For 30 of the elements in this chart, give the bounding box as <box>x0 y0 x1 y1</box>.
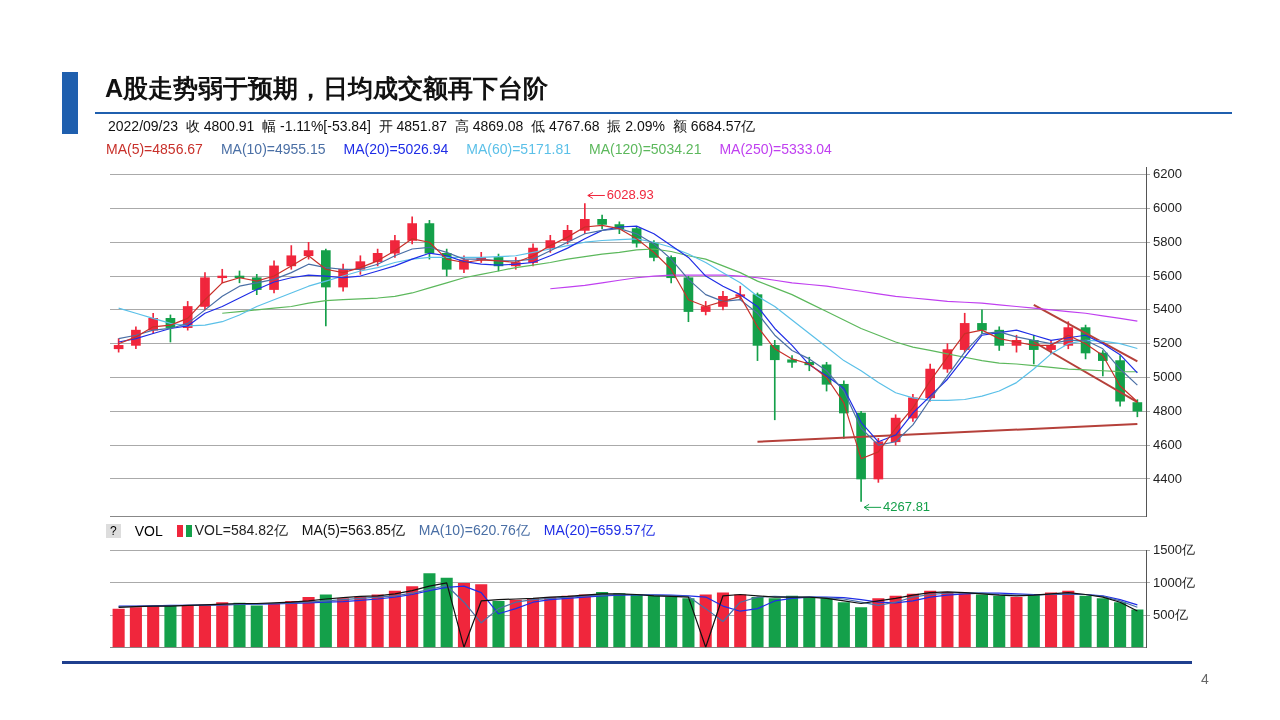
y-tick-label: 5600 <box>1153 267 1182 283</box>
text: MA(250)=5333.04 <box>719 141 832 157</box>
annotation: 4267.81 <box>883 498 931 514</box>
y-tick-label: 5400 <box>1153 301 1182 317</box>
y-tick-label: 6000 <box>1153 199 1182 215</box>
text: MA(10)=4955.15 <box>220 141 326 157</box>
y-tick-label: 6200 <box>1153 166 1182 182</box>
y-tick-label: 5800 <box>1153 233 1182 249</box>
y-tick-label: 5200 <box>1153 335 1182 351</box>
chart-subtitle: 2022/09/23 收 4800.91 幅 -1.11%[-53.84] 开 4851.87 高 4869.08 低 4767.68 振 2.09% 额 6684.57亿 <box>108 118 756 136</box>
y-tick-label: 500亿 <box>1153 606 1188 622</box>
text: MA(5)=4856.67 <box>106 141 203 157</box>
text: MA(20)=5026.94 <box>343 141 449 157</box>
y-tick-label: 1000亿 <box>1153 574 1195 590</box>
text: MA(60)=5171.81 <box>466 141 571 157</box>
legend-label: VOL=584.82亿 <box>194 522 288 540</box>
text: MA(10)=620.76亿 <box>418 522 530 540</box>
text: 4 <box>1201 671 1209 687</box>
y-tick-label: 4600 <box>1153 436 1182 452</box>
chart-title: VOL <box>134 523 163 539</box>
chart-title: A股走势弱于预期，日均成交额再下台阶 <box>105 73 549 104</box>
text: ? <box>106 524 121 538</box>
y-tick-label: 4800 <box>1153 402 1182 418</box>
text: MA(5)=563.85亿 <box>301 522 405 540</box>
text: MA(20)=659.57亿 <box>543 522 655 540</box>
y-tick-label: 4400 <box>1153 470 1182 486</box>
text: MA(120)=5034.21 <box>588 141 702 157</box>
y-tick-label: 5000 <box>1153 369 1182 385</box>
annotation: 6028.93 <box>606 187 654 203</box>
y-tick-label: 1500亿 <box>1153 542 1195 558</box>
